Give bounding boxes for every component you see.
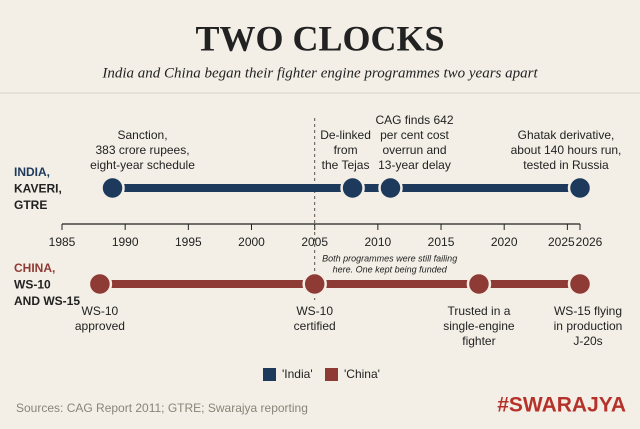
legend-label: 'China' [344,367,380,381]
event-label: fighter [462,334,495,348]
event-dot [466,271,492,297]
event-dot [567,175,593,201]
row-label: KAVERI, [14,182,62,196]
x-tick-label: 2005 [301,235,328,249]
event-label: from [334,143,358,157]
x-tick-label: 2010 [365,235,392,249]
event-label: Trusted in a [447,304,510,318]
row-label: CHINA, [14,261,55,275]
event-label: overrun and [382,143,446,157]
x-tick-label: 2025 [548,235,575,249]
event-dot [340,175,365,201]
chart-subtitle: India and China began their fighter engi… [101,65,538,81]
event-label: 13-year delay [378,158,451,172]
legend-swatch [325,368,338,381]
row-label: WS-10 [14,278,51,292]
event-label: about 140 hours run, [511,143,622,157]
chart-title: TWO CLOCKS [195,18,444,58]
x-tick-label: 1985 [49,235,76,249]
event-label: tested in Russia [523,158,609,172]
x-tick-label: 1995 [175,235,202,249]
event-label: Sanction, [118,128,168,142]
legend-swatch [263,368,276,381]
event-label: 383 crore rupees, [96,143,190,157]
event-dot [567,271,593,297]
event-label: WS-10 [296,304,333,318]
event-label: per cent cost [380,128,449,142]
x-tick-label: 2026 [576,235,603,249]
event-label: the Tejas [322,158,370,172]
event-label: eight-year schedule [90,158,195,172]
event-label: Ghatak derivative, [518,128,615,142]
event-label: WS-15 flying [554,304,622,318]
event-label: in production [554,319,623,333]
event-label: WS-10 [82,304,119,318]
annotation: Both programmes were still failing [322,253,457,263]
row-label: INDIA, [14,165,50,179]
event-label: De-linked [320,128,371,142]
x-tick-label: 2020 [491,235,518,249]
annotation: here. One kept being funded [333,264,448,274]
event-label: single-engine [443,319,515,333]
event-dot [378,175,403,201]
event-label: approved [75,319,125,333]
event-label: J-20s [573,334,602,348]
row-label: AND WS-15 [14,294,80,308]
event-dot [302,271,327,297]
event-dot [87,271,113,297]
row-label: GTRE [14,198,47,212]
legend-label: 'India' [282,367,313,381]
event-dot [100,175,125,201]
event-label: CAG finds 642 [375,113,453,127]
source: Sources: CAG Report 2011; GTRE; Swarajya… [16,401,308,415]
brand: #SWARAJYA [497,394,626,417]
event-label: certified [294,319,336,333]
x-tick-label: 1990 [112,235,139,249]
x-tick-label: 2015 [428,235,455,249]
x-tick-label: 2000 [238,235,265,249]
